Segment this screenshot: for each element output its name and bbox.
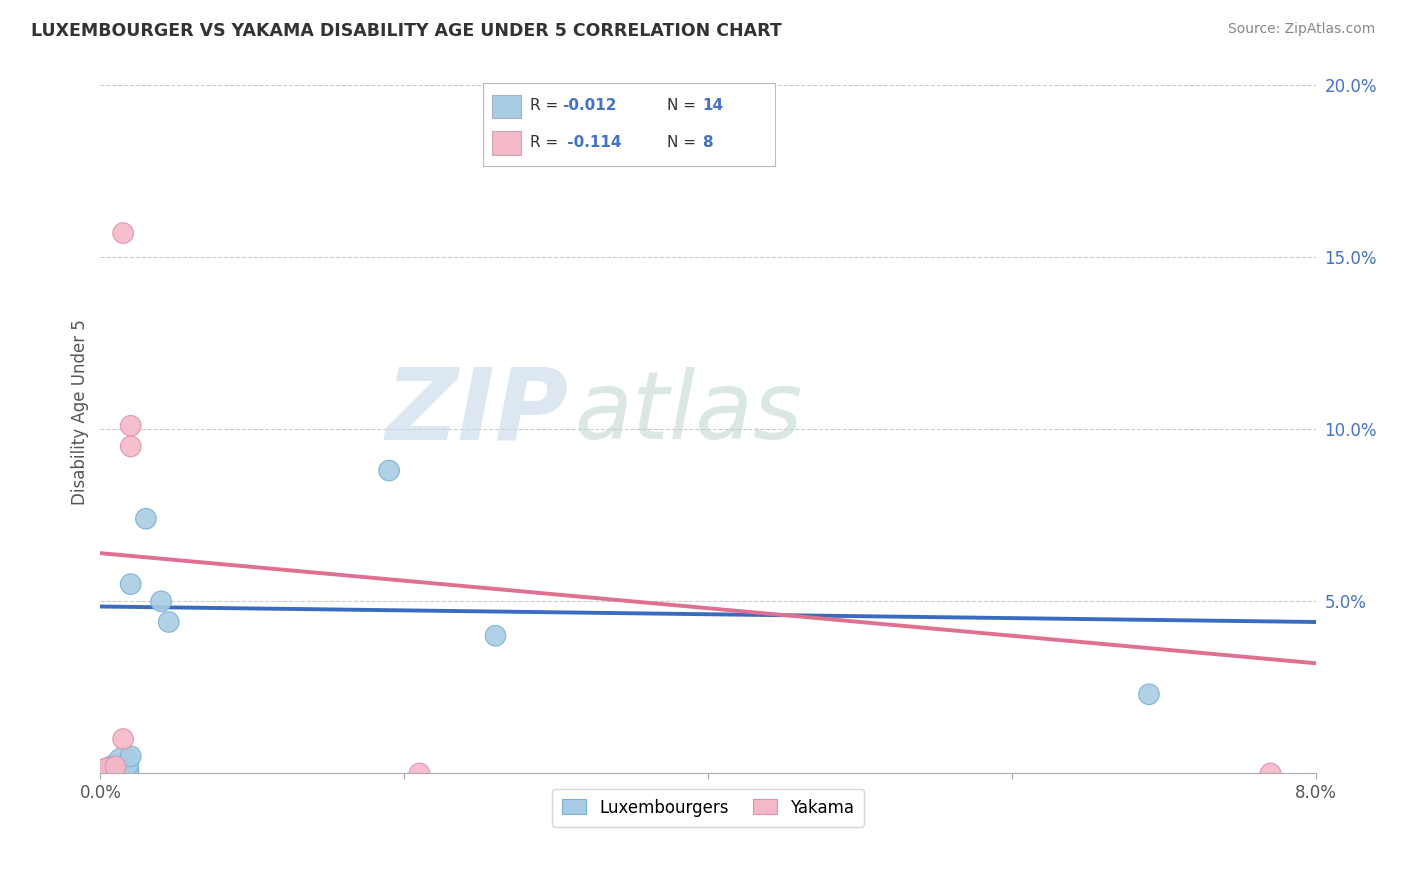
Point <box>484 629 506 643</box>
Point <box>97 766 120 780</box>
Point <box>408 766 430 780</box>
Point <box>112 731 135 746</box>
Point <box>120 749 142 764</box>
Y-axis label: Disability Age Under 5: Disability Age Under 5 <box>72 319 89 505</box>
Point <box>120 577 142 591</box>
Text: ZIP: ZIP <box>385 364 568 460</box>
Point <box>157 615 180 629</box>
Point <box>97 766 120 780</box>
Point <box>112 756 135 771</box>
Point <box>378 464 401 478</box>
Point <box>120 418 142 433</box>
Point <box>112 766 135 780</box>
Point <box>1137 687 1160 701</box>
Point <box>1260 766 1282 780</box>
Point <box>104 766 127 780</box>
Point <box>135 512 157 526</box>
Text: LUXEMBOURGER VS YAKAMA DISABILITY AGE UNDER 5 CORRELATION CHART: LUXEMBOURGER VS YAKAMA DISABILITY AGE UN… <box>31 22 782 40</box>
Point <box>120 440 142 454</box>
Point <box>112 226 135 240</box>
Text: Source: ZipAtlas.com: Source: ZipAtlas.com <box>1227 22 1375 37</box>
Point <box>112 763 135 777</box>
Text: atlas: atlas <box>575 367 803 458</box>
Point <box>150 594 173 608</box>
Point <box>104 759 127 773</box>
Point <box>104 763 127 777</box>
Legend: Luxembourgers, Yakama: Luxembourgers, Yakama <box>553 789 865 827</box>
